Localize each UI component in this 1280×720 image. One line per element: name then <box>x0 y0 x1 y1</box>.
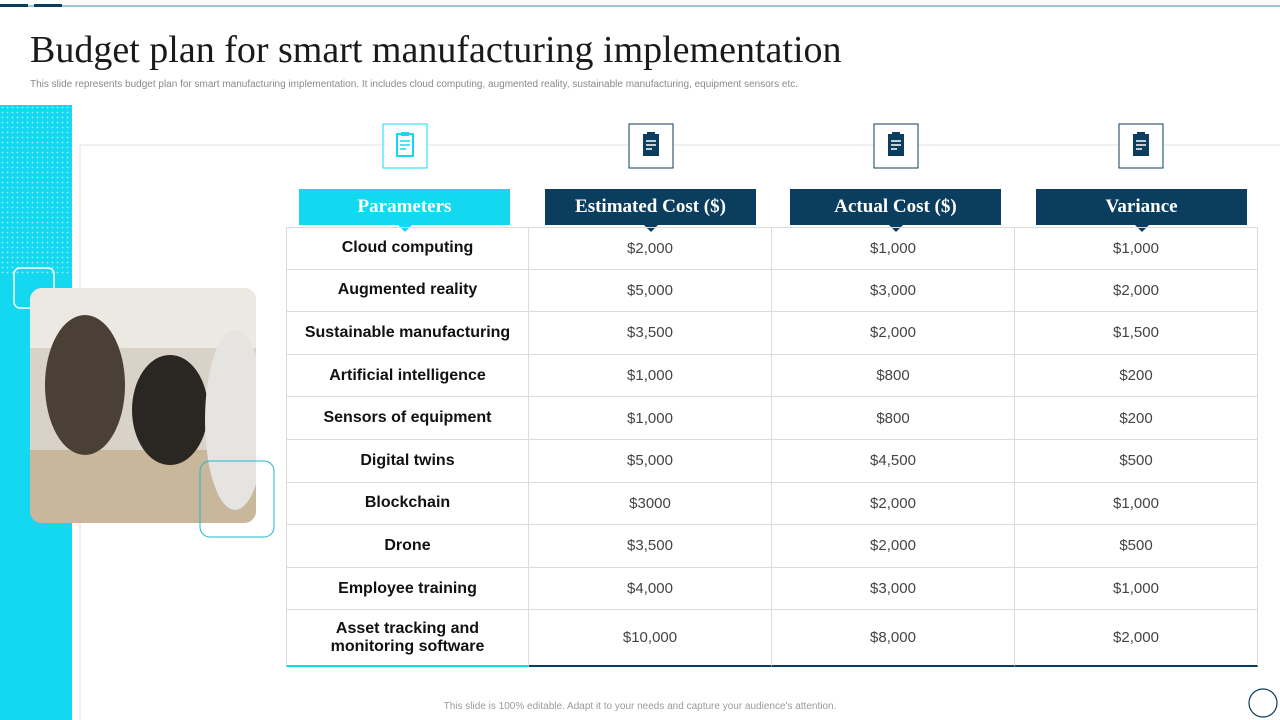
value-cell: $3,500 <box>529 312 772 355</box>
subtitle: This slide represents budget plan for sm… <box>30 79 799 90</box>
value-cell: $1,000 <box>1015 227 1258 270</box>
corner-circle <box>1248 688 1278 718</box>
parameter-cell: Drone <box>286 525 529 568</box>
value-cell: $10,000 <box>529 610 772 668</box>
value-cell: $500 <box>1015 525 1258 568</box>
column-header: Actual Cost ($) <box>790 189 1001 232</box>
value-cell: $3,500 <box>529 525 772 568</box>
top-accent <box>34 4 62 7</box>
value-cell: $1,000 <box>772 227 1015 270</box>
parameter-cell: Augmented reality <box>286 269 529 313</box>
value-cell: $4,000 <box>529 567 772 611</box>
value-cell: $2,000 <box>1015 610 1258 668</box>
top-accent <box>0 4 28 7</box>
value-cell: $5,000 <box>529 269 772 313</box>
value-cell: $4,500 <box>772 440 1015 483</box>
value-cell: $800 <box>772 397 1015 440</box>
value-cell: $2,000 <box>1015 269 1258 313</box>
dot-pattern <box>0 105 72 275</box>
value-cell: $2,000 <box>772 482 1015 526</box>
value-cell: $1,500 <box>1015 312 1258 355</box>
value-cell: $2,000 <box>772 525 1015 568</box>
value-cell: $1,000 <box>529 397 772 440</box>
value-cell: $3000 <box>529 482 772 526</box>
value-cell: $3,000 <box>772 269 1015 313</box>
value-cell: $200 <box>1015 397 1258 440</box>
title: Budget plan for smart manufacturing impl… <box>30 29 842 71</box>
value-cell: $1,000 <box>529 354 772 398</box>
column-header: Estimated Cost ($) <box>545 189 756 232</box>
icons <box>382 123 1164 169</box>
value-cell: $8,000 <box>772 610 1015 668</box>
parameter-cell: Sustainable manufacturing <box>286 312 529 355</box>
column-header: Parameters <box>299 189 510 232</box>
parameter-cell: Cloud computing <box>286 227 529 270</box>
value-cell: $800 <box>772 354 1015 398</box>
parameter-cell: Digital twins <box>286 440 529 483</box>
footer-note: This slide is 100% editable. Adapt it to… <box>443 701 837 712</box>
value-cell: $2,000 <box>529 227 772 270</box>
value-cell: $500 <box>1015 440 1258 483</box>
value-cell: $5,000 <box>529 440 772 483</box>
column-header: Variance <box>1036 189 1247 232</box>
value-cell: $1,000 <box>1015 482 1258 526</box>
parameter-cell: Employee training <box>286 567 529 611</box>
parameter-cell: Artificial intelligence <box>286 354 529 398</box>
value-cell: $2,000 <box>772 312 1015 355</box>
parameter-cell: Sensors of equipment <box>286 397 529 440</box>
parameter-cell: Blockchain <box>286 482 529 526</box>
photo <box>30 288 256 523</box>
value-cell: $200 <box>1015 354 1258 398</box>
parameter-cell: Asset tracking and monitoring software <box>286 610 529 668</box>
outline-square <box>199 460 275 538</box>
value-cell: $3,000 <box>772 567 1015 611</box>
value-cell: $1,000 <box>1015 567 1258 611</box>
